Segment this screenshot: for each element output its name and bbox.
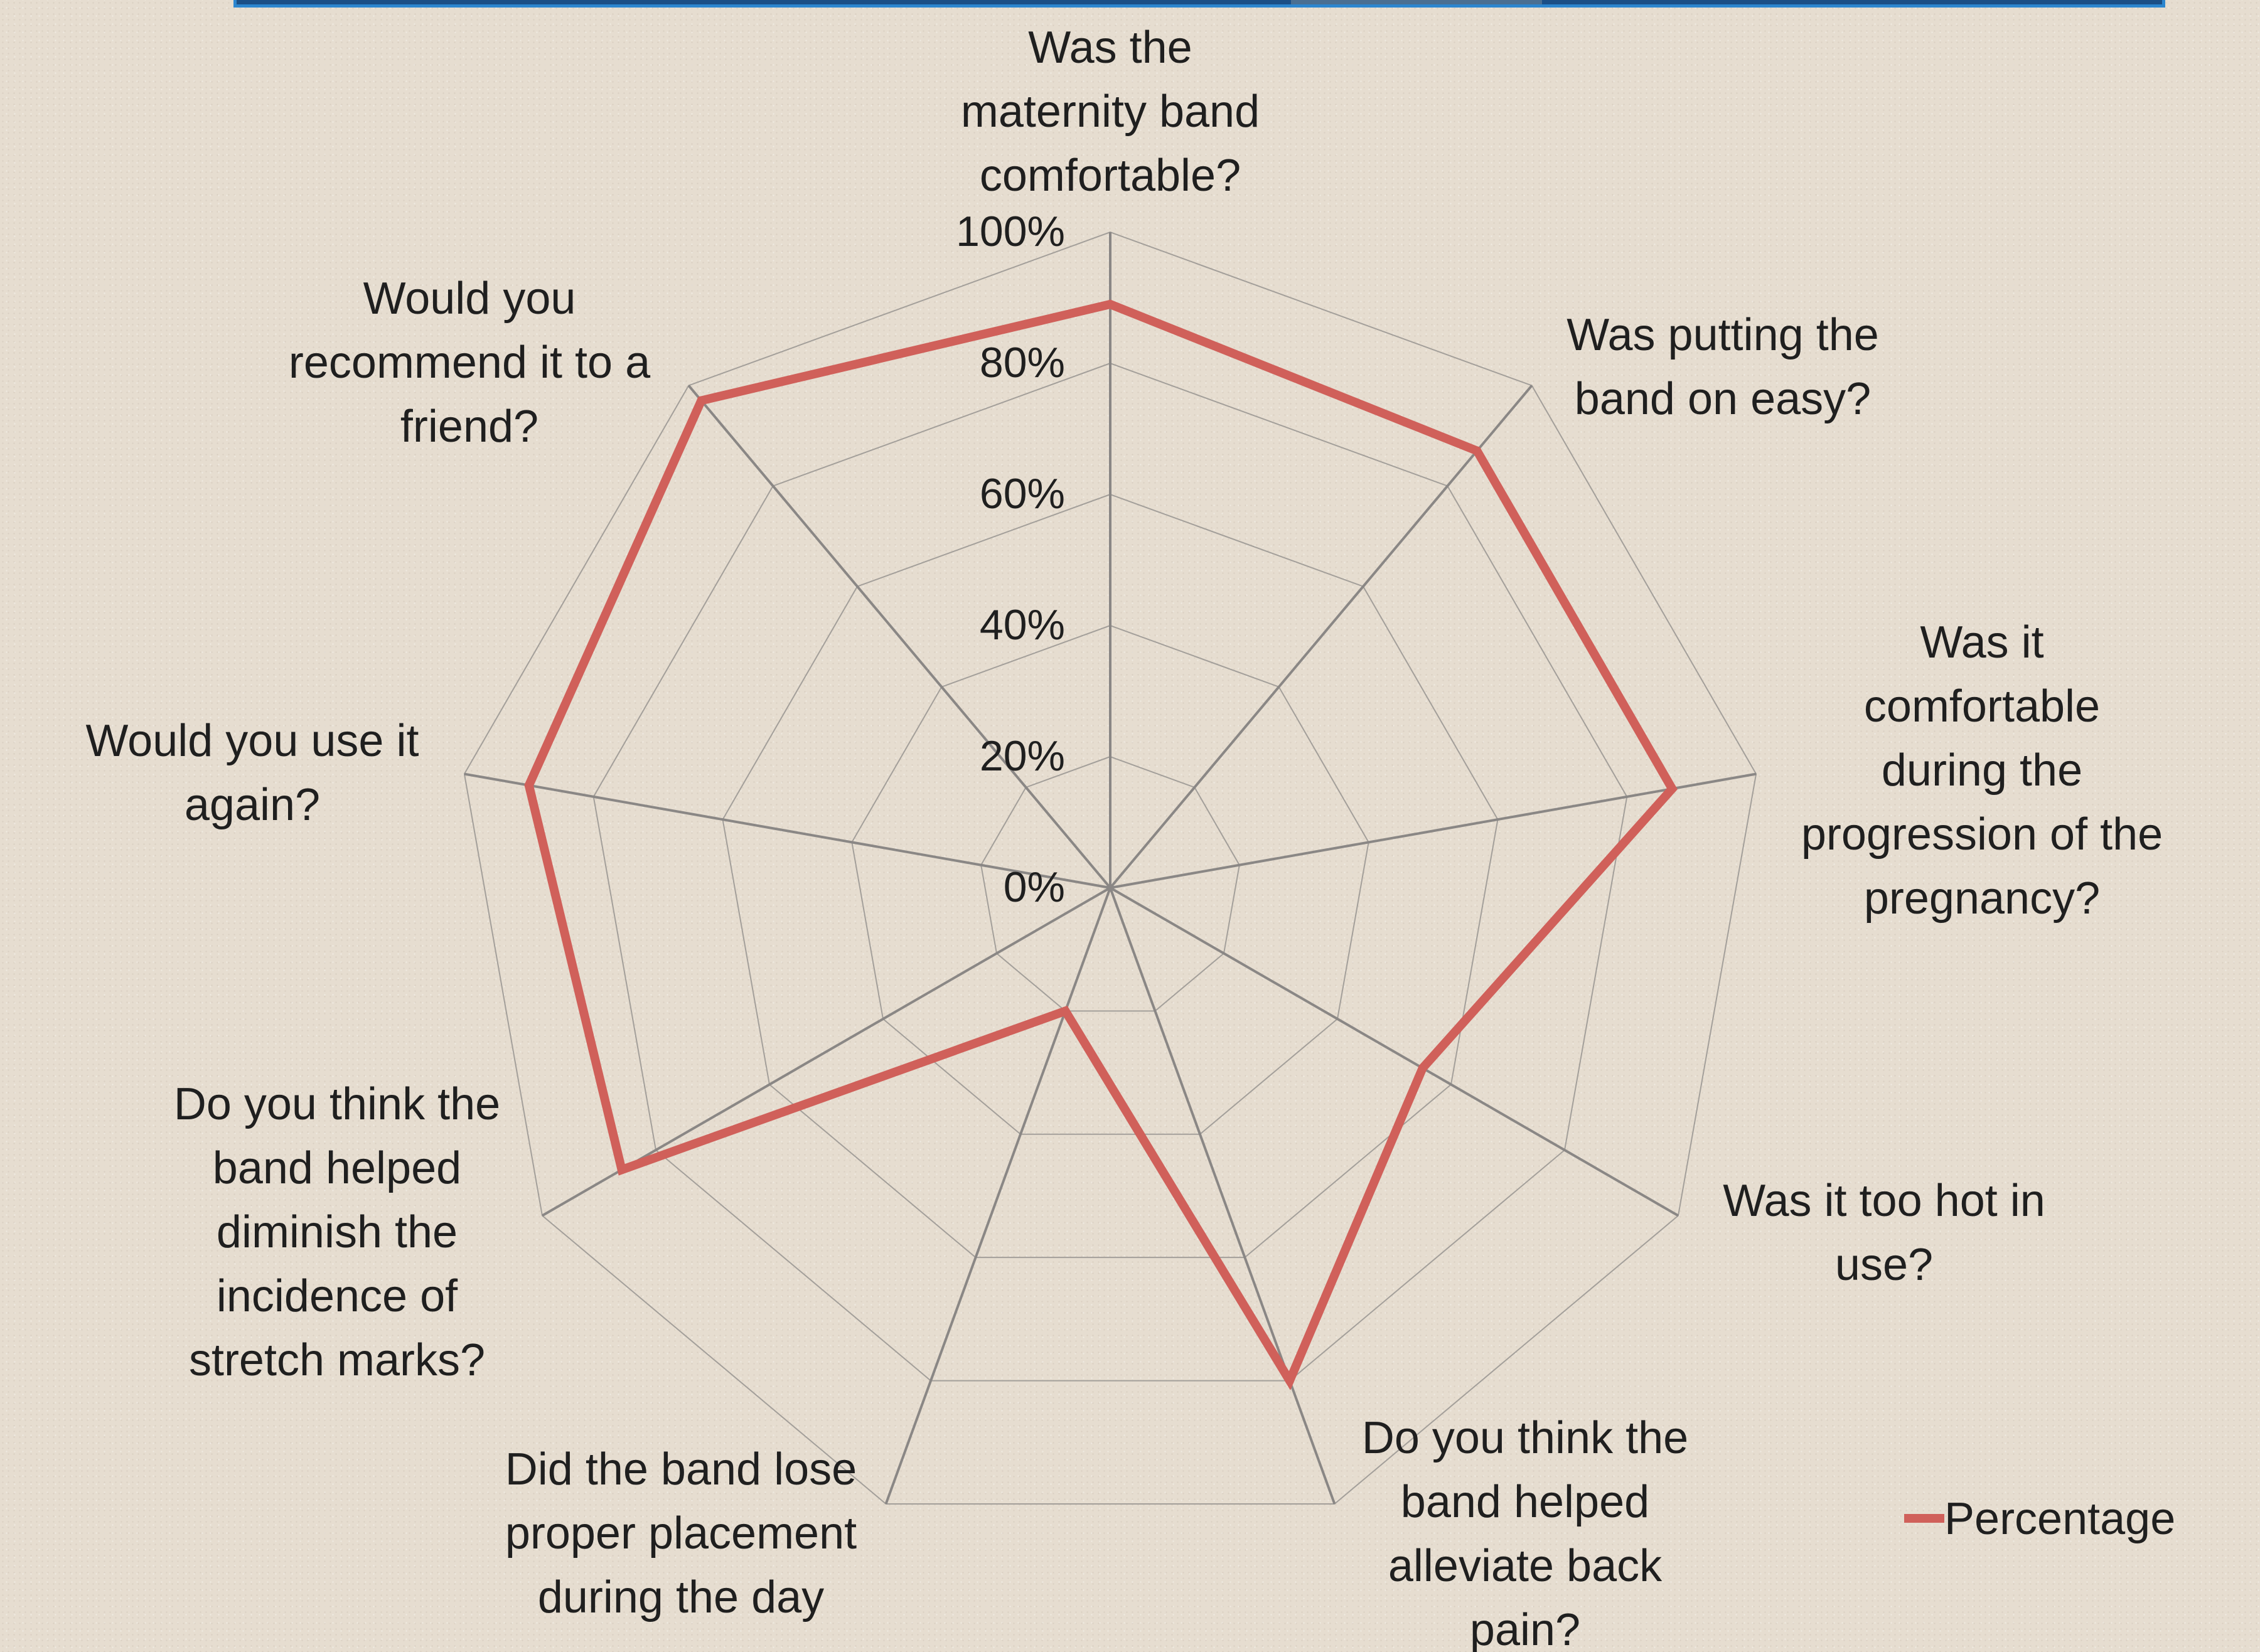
legend-label: Percentage: [1944, 1494, 2175, 1544]
grid-ring: [980, 755, 1240, 1012]
tick-label: 100%: [956, 208, 1065, 255]
category-label: Was it too hot in use?: [1723, 1176, 2045, 1290]
data-point: [1285, 1376, 1294, 1385]
radial-tick-labels: 0% 20% 40% 60% 80% 100%: [956, 208, 1065, 911]
spoke-line: [1110, 772, 1757, 889]
category-label: Was putting the band on easy?: [1566, 310, 1879, 424]
spoke-line: [687, 385, 1111, 889]
grid-ring: [463, 231, 1757, 1505]
category-label: Would you recommend it to a friend?: [289, 274, 651, 452]
spoke-line: [1110, 887, 1679, 1217]
category-label: Did the band lose proper placement during …: [505, 1444, 857, 1623]
category-label: Do you think the band helped diminish the i…: [174, 1079, 500, 1385]
category-label: Was the maternity band comfortable?: [961, 23, 1260, 201]
series-line: [524, 299, 1678, 1390]
data-point: [1418, 1063, 1427, 1073]
data-point: [1668, 784, 1677, 794]
tick-label: 20%: [980, 732, 1065, 780]
radar-grid: [463, 231, 1757, 1505]
data-point: [1472, 446, 1482, 456]
spoke-line: [1109, 385, 1533, 889]
grid-ring: [851, 624, 1369, 1135]
series-0: [524, 299, 1678, 1390]
category-labels: Was the maternity band comfortable? Was put…: [86, 23, 2163, 1652]
tick-label: 60%: [980, 470, 1065, 518]
data-point: [617, 1165, 626, 1175]
category-label: Was it comfortable during the progression o…: [1801, 617, 2163, 924]
data-point: [697, 396, 706, 405]
category-label: Do you think the band helped alleviate bac…: [1362, 1413, 1688, 1652]
data-point: [524, 781, 533, 790]
grid-ring: [592, 362, 1628, 1382]
tick-label: 0%: [1004, 863, 1065, 911]
category-label: Would you use it again?: [86, 716, 419, 830]
spoke-line: [1109, 887, 1336, 1505]
data-point: [1106, 299, 1115, 309]
grid-ring: [722, 493, 1499, 1259]
spoke-line: [884, 887, 1111, 1505]
tick-label: 80%: [980, 339, 1065, 386]
legend: Percentage: [1904, 1494, 2175, 1544]
data-point: [1061, 1006, 1070, 1016]
tick-label: 40%: [980, 601, 1065, 649]
spoke-line: [464, 772, 1111, 889]
top-banner-edge: [233, 0, 2165, 8]
